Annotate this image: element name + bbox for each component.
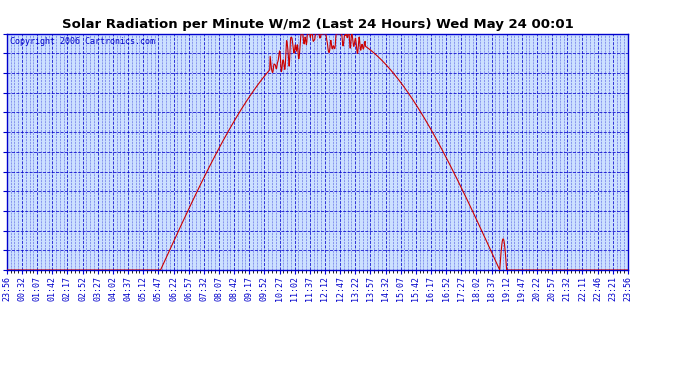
Title: Solar Radiation per Minute W/m2 (Last 24 Hours) Wed May 24 00:01: Solar Radiation per Minute W/m2 (Last 24… [61, 18, 573, 31]
Text: Copyright 2006 Cartronics.com: Copyright 2006 Cartronics.com [10, 37, 155, 46]
